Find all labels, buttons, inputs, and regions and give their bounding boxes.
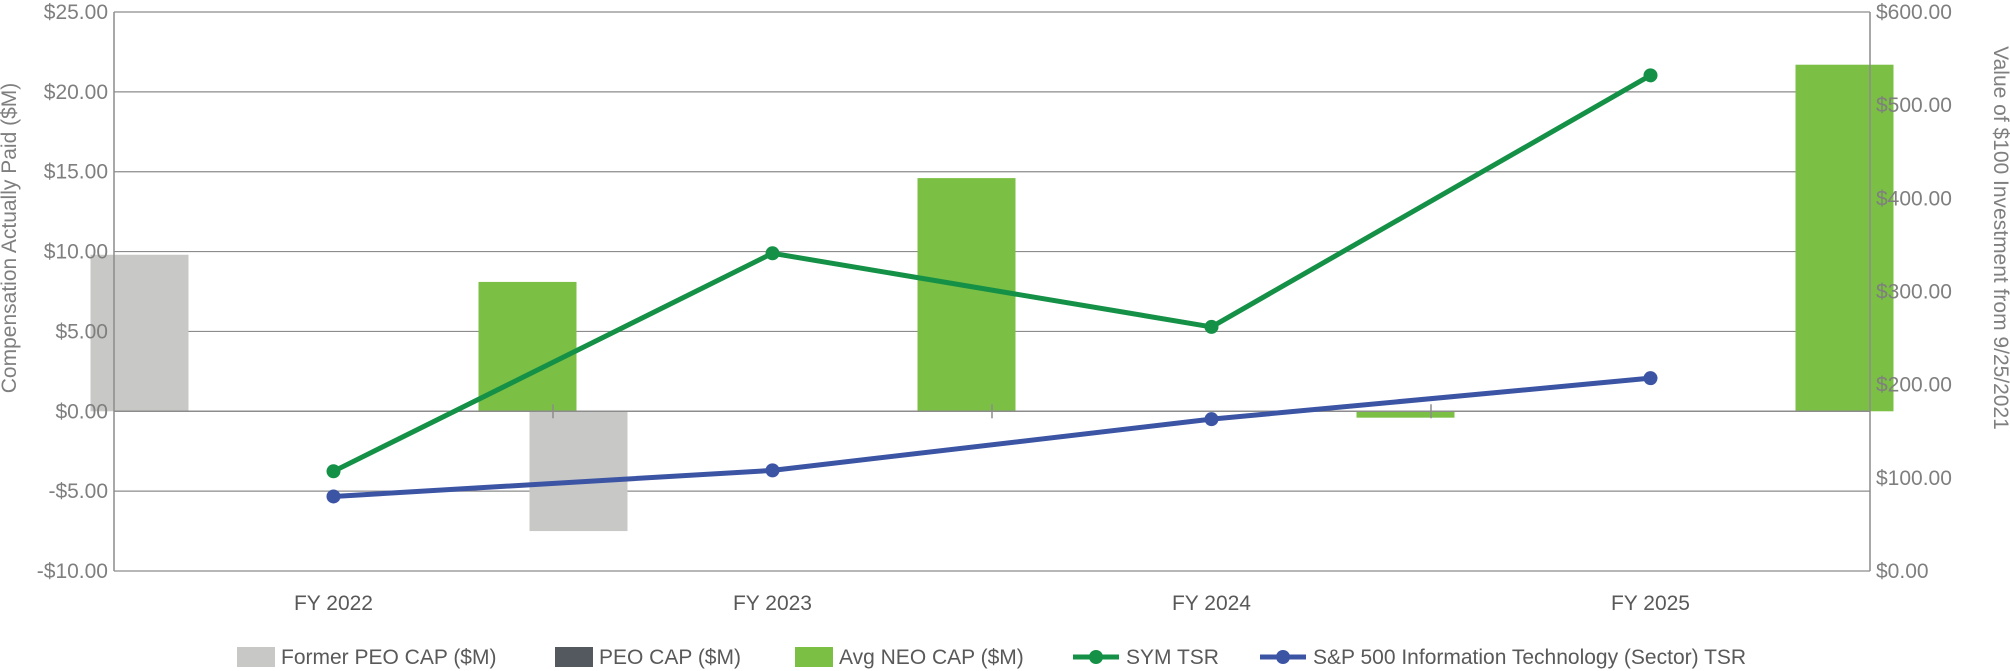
bars	[90, 64, 1894, 532]
line-s-p-500-information-technology-sector-tsr	[333, 375, 1651, 499]
bar-former-peo-cap-m-fy-2023	[529, 411, 628, 532]
right-tick-1: $100.00	[1876, 467, 1952, 490]
bar-avg-neo-cap-m-fy-2025	[1795, 64, 1894, 412]
left-tick-6: $20.00	[44, 81, 108, 104]
legend-item-peo: PEO CAP ($M)	[555, 646, 741, 669]
left-tick-4: $10.00	[44, 241, 108, 264]
legend: Former PEO CAP ($M) PEO CAP ($M) Avg NEO…	[237, 646, 1746, 669]
legend-swatch-former-peo	[237, 647, 275, 667]
tick-labels: -$10.00 -$5.00 $0.00 $5.00 $10.00 $15.00 $20.0…	[37, 1, 1952, 583]
bar-former-peo-cap-m-fy-2022	[90, 254, 189, 412]
category-label-fy-2024: FY 2024	[1172, 592, 1251, 615]
right-tick-2: $200.00	[1876, 374, 1952, 397]
right-tick-4: $400.00	[1876, 187, 1952, 210]
left-tick-1: -$5.00	[48, 480, 108, 503]
left-tick-2: $0.00	[55, 400, 108, 423]
right-tick-3: $300.00	[1876, 281, 1952, 304]
bar-avg-neo-cap-m-fy-2024	[1356, 411, 1455, 418]
legend-label-sp500-tsr: S&P 500 Information Technology (Sector) …	[1313, 646, 1746, 669]
point-sym-tsr-fy-2023	[765, 246, 780, 261]
right-tick-6: $600.00	[1876, 1, 1952, 24]
legend-item-former-peo: Former PEO CAP ($M)	[237, 646, 496, 669]
category-label-fy-2025: FY 2025	[1611, 592, 1690, 615]
left-tick-3: $5.00	[55, 320, 108, 343]
legend-label-avg-neo: Avg NEO CAP ($M)	[839, 646, 1024, 669]
legend-item-sp500-tsr: S&P 500 Information Technology (Sector) …	[1260, 646, 1746, 669]
right-axis-title: Value of $100 Investment from 9/25/2021	[1989, 46, 2010, 430]
left-tick-7: $25.00	[44, 1, 108, 24]
legend-marker-sp500-tsr	[1276, 650, 1290, 664]
left-tick-5: $15.00	[44, 161, 108, 184]
legend-item-avg-neo: Avg NEO CAP ($M)	[795, 646, 1024, 669]
point-s-p-500-information-technology-sector-tsr-fy-2025	[1643, 371, 1658, 386]
point-s-p-500-information-technology-sector-tsr-fy-2023	[765, 463, 780, 478]
legend-label-former-peo: Former PEO CAP ($M)	[281, 646, 496, 669]
category-labels: FY 2022 FY 2023 FY 2024 FY 2025	[294, 592, 1690, 615]
point-sym-tsr-fy-2022	[326, 464, 341, 479]
point-sym-tsr-fy-2025	[1643, 68, 1658, 83]
right-tick-0: $0.00	[1876, 560, 1929, 583]
legend-swatch-peo	[555, 647, 593, 667]
line-sym-tsr	[332, 73, 1652, 474]
legend-swatch-avg-neo	[795, 647, 833, 667]
point-s-p-500-information-technology-sector-tsr-fy-2022	[326, 489, 341, 504]
legend-label-sym-tsr: SYM TSR	[1126, 646, 1219, 669]
legend-marker-sym-tsr	[1089, 650, 1103, 664]
axes	[113, 12, 1871, 571]
bar-avg-neo-cap-m-fy-2023	[917, 178, 1016, 412]
legend-label-peo: PEO CAP ($M)	[599, 646, 741, 669]
left-axis-title: Compensation Actually Paid ($M)	[0, 83, 21, 393]
right-tick-5: $500.00	[1876, 94, 1952, 117]
point-sym-tsr-fy-2024	[1204, 319, 1219, 334]
left-tick-0: -$10.00	[37, 560, 108, 583]
tsr-lines	[326, 68, 1658, 504]
legend-item-sym-tsr: SYM TSR	[1073, 646, 1219, 669]
category-label-fy-2023: FY 2023	[733, 592, 812, 615]
point-s-p-500-information-technology-sector-tsr-fy-2024	[1204, 412, 1219, 427]
category-label-fy-2022: FY 2022	[294, 592, 373, 615]
